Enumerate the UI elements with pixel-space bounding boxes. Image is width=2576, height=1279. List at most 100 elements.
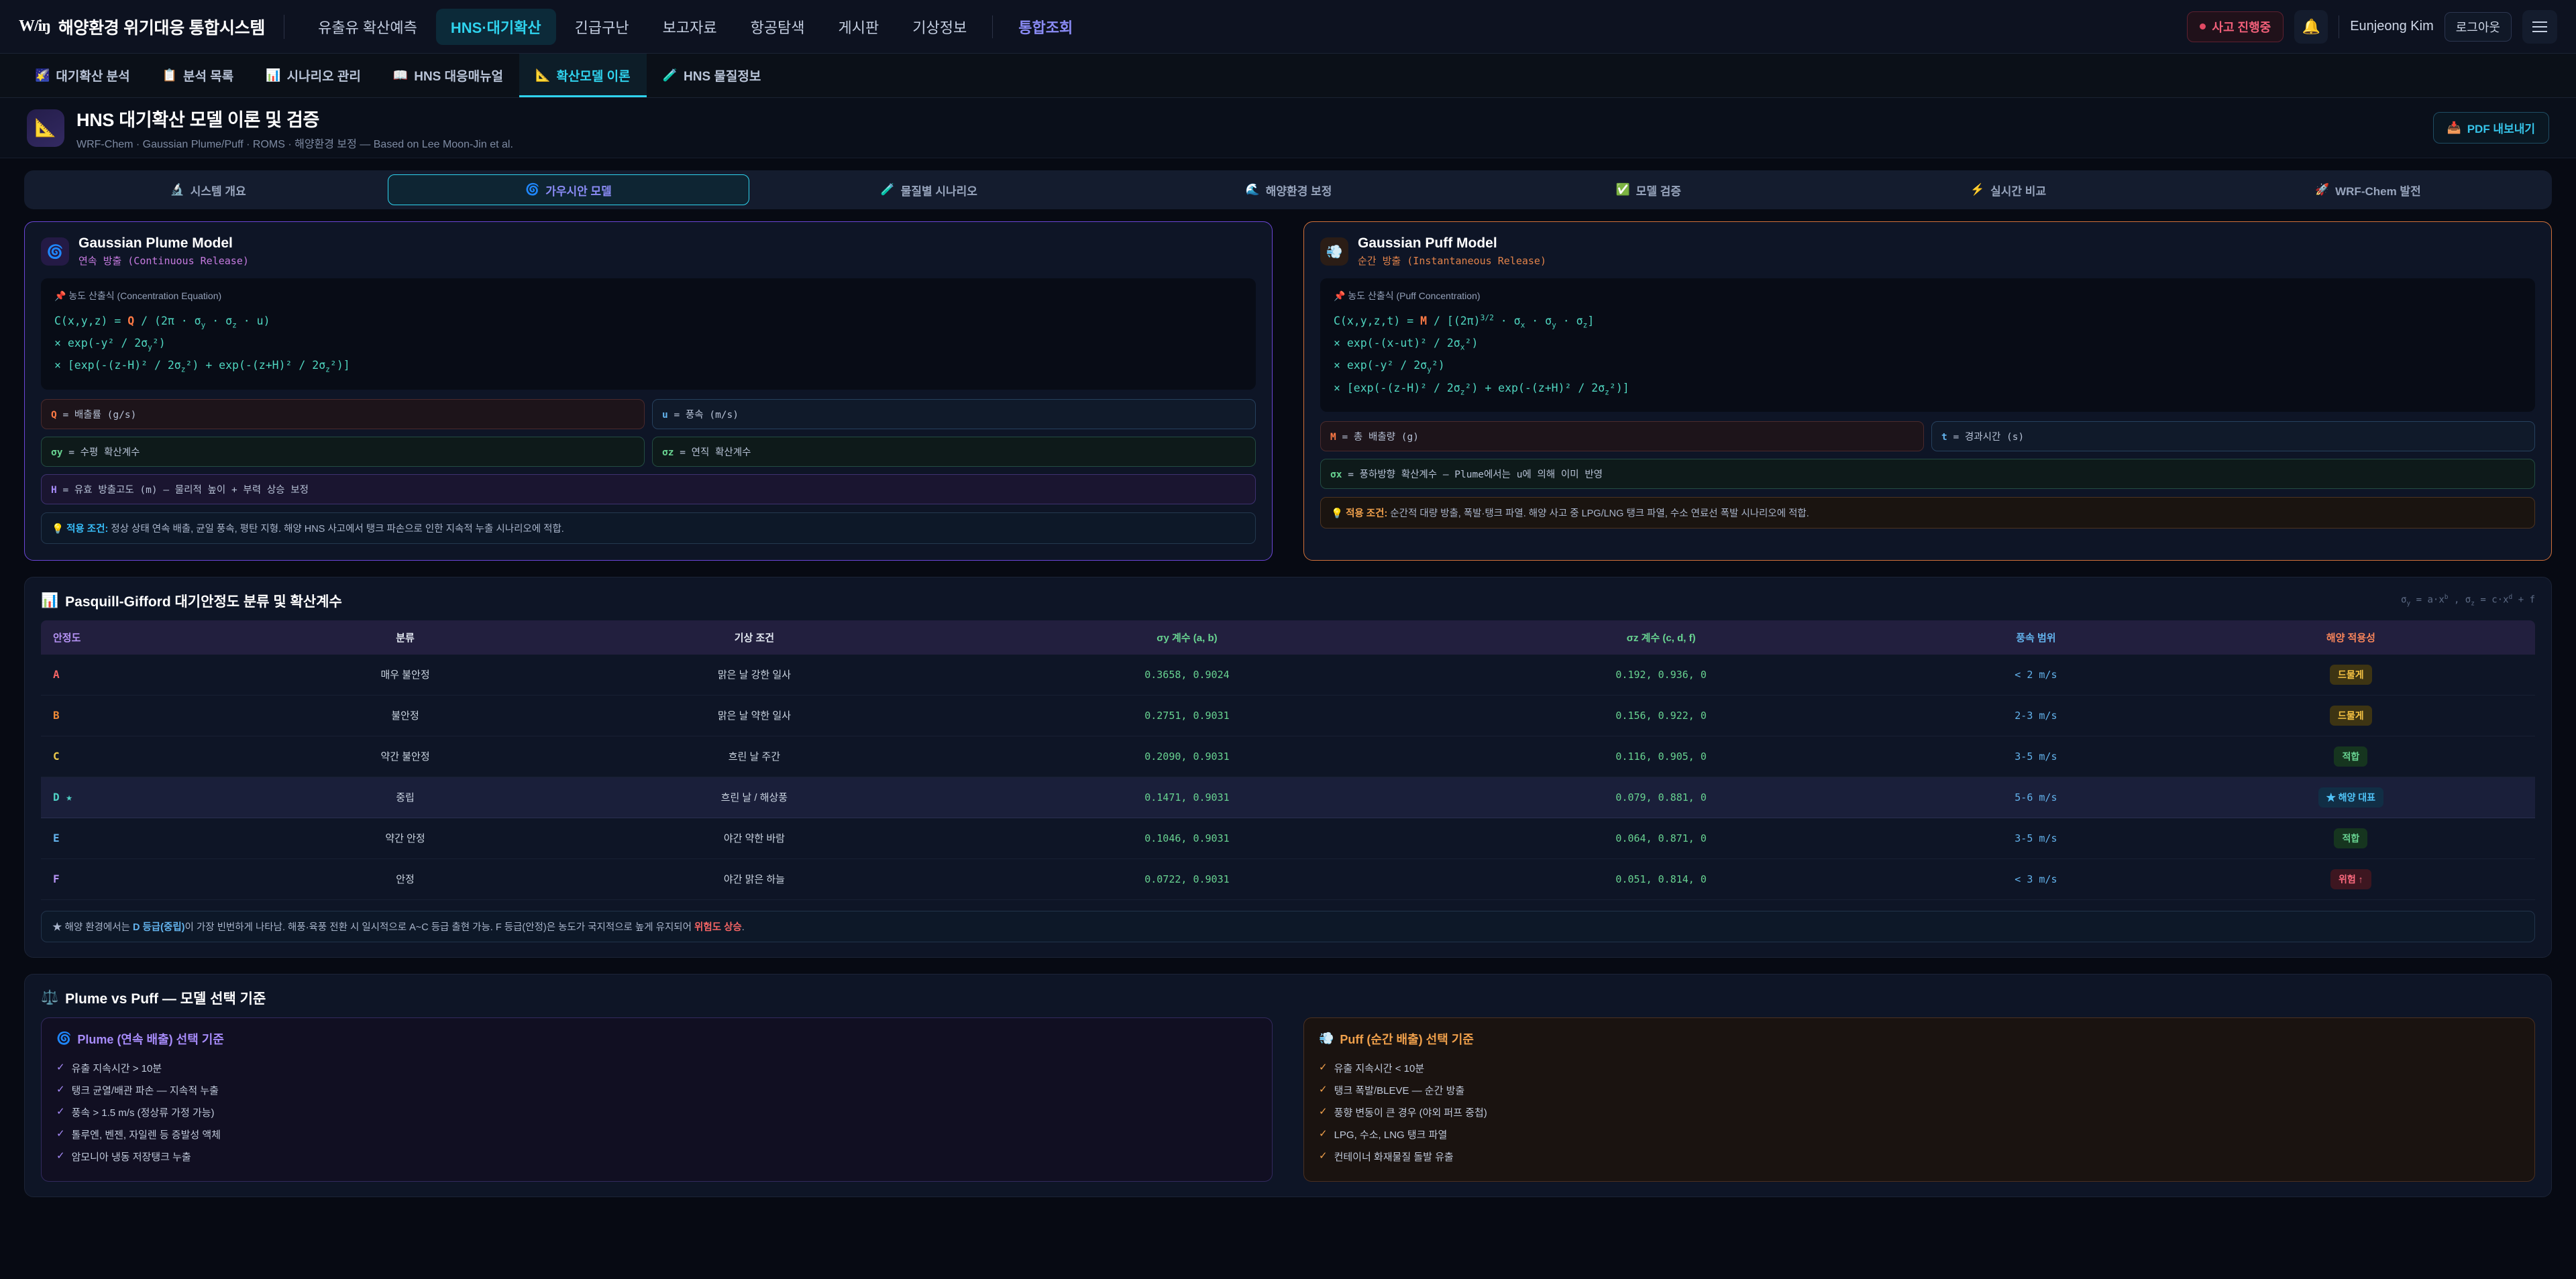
table-row[interactable]: A 매우 불안정 맑은 날 강한 일사 0.3658, 0.9024 0.192… (41, 654, 2535, 696)
item-text: 풍향 변동이 큰 경우 (야외 퍼프 중첩) (1334, 1107, 1487, 1119)
main-nav: 유출유 확산예측 HNS·대기확산 긴급구난 보고자료 항공탐색 게시판 기상정… (303, 8, 1087, 45)
cell-class: 약간 안정 (258, 818, 552, 859)
test-tube-icon: 🧪 (662, 68, 678, 82)
note-label: 💡 적용 조건: (52, 523, 109, 535)
cell-badge: 적합 (2166, 736, 2535, 777)
user-name: Eunjeong Kim (2350, 19, 2434, 34)
plume-card-header: 🌀 Gaussian Plume Model 연속 방출 (Continuous… (41, 235, 1256, 268)
plume-criteria-label: Plume (연속 배출) 선택 기준 (77, 1032, 224, 1046)
cell-wind: 3-5 m/s (1905, 818, 2167, 859)
param-sigma-y: σy = 수평 확산계수 (41, 436, 645, 467)
plume-titles: Gaussian Plume Model 연속 방출 (Continuous R… (78, 235, 249, 268)
param-text: = 연직 확산계수 (680, 447, 751, 458)
table-row[interactable]: C 약간 불안정 흐린 날 주간 0.2090, 0.9031 0.116, 0… (41, 736, 2535, 777)
cell-class: 매우 불안정 (258, 654, 552, 696)
cell-class: 안정 (258, 858, 552, 900)
param-sigma-z: σz = 연직 확산계수 (652, 436, 1256, 467)
tab-substance-scenario[interactable]: 🧪 물질별 시나리오 (749, 174, 1109, 205)
table-row[interactable]: B 불안정 맑은 날 약한 일사 0.2751, 0.9031 0.156, 0… (41, 695, 2535, 736)
cell-grade: D ★ (41, 777, 259, 818)
nav-item-weather[interactable]: 기상정보 (912, 19, 967, 36)
cell-class: 약간 불안정 (258, 736, 552, 777)
col-sigma-y: σy 계수 (a, b) (957, 620, 1417, 655)
cell-sigma-y: 0.0722, 0.9031 (957, 858, 1417, 900)
table-row[interactable]: D ★ 중립 흐린 날 / 해상풍 0.1471, 0.9031 0.079, … (41, 777, 2535, 818)
subnav-item-scenario-management[interactable]: 📊 시나리오 관리 (250, 54, 377, 97)
table-head: 안정도 분류 기상 조건 σy 계수 (a, b) σz 계수 (c, d, f… (41, 620, 2535, 655)
compare-grid: 🌀 Plume (연속 배출) 선택 기준 ✓ 유출 지속시간 > 10분 ✓ 탱크… (41, 1017, 2535, 1182)
subnav-item-dispersion-theory[interactable]: 📐 확산모델 이론 (519, 54, 647, 97)
table-panel-title: 📊 Pasquill-Gifford 대기안정도 분류 및 확산계수 (41, 591, 342, 611)
footnote-pre: ★ 해양 환경에서는 (52, 922, 133, 933)
incident-status-badge[interactable]: 사고 진행중 (2187, 11, 2284, 42)
tab-gaussian-model[interactable]: 🌀 가우시안 모델 (388, 174, 749, 205)
tab-marine-correction[interactable]: 🌊 해양환경 보정 (1109, 174, 1468, 205)
cell-sigma-z: 0.156, 0.922, 0 (1417, 695, 1906, 736)
cell-sigma-y: 0.1046, 0.9031 (957, 818, 1417, 859)
incident-status-label: 사고 진행중 (2212, 20, 2271, 34)
param-sigma-x: σx = 풍하방향 확산계수 — Plume에서는 u에 의해 이미 반영 (1320, 458, 2535, 489)
puff-subtitle: 순간 방출 (Instantaneous Release) (1358, 255, 1546, 267)
cell-weather: 흐린 날 주간 (551, 736, 957, 777)
check-icon: ✓ (56, 1127, 65, 1139)
list-item: ✓ 컨테이너 화재물질 돌발 유출 (1319, 1146, 2520, 1168)
subnav-item-analysis-list[interactable]: 📋 분석 목록 (146, 54, 250, 97)
list-item: ✓ 풍속 > 1.5 m/s (정상류 가정 가능) (56, 1101, 1257, 1123)
list-item: ✓ 유출 지속시간 > 10분 (56, 1057, 1257, 1079)
nav-item-board[interactable]: 게시판 (838, 19, 879, 36)
gaussian-puff-card: 💨 Gaussian Puff Model 순간 방출 (Instantaneo… (1303, 221, 2552, 561)
nav-item-emergency-rescue[interactable]: 긴급구난 (574, 19, 629, 36)
tab-label: 해양환경 보정 (1265, 184, 1332, 198)
subnav-item-hns-manual[interactable]: 📖 HNS 대응매뉴얼 (377, 54, 519, 97)
nav-item-oil-spill[interactable]: 유출유 확산예측 (318, 19, 417, 36)
table-row[interactable]: F 안정 야간 맑은 하늘 0.0722, 0.9031 0.051, 0.81… (41, 858, 2535, 900)
item-text: 컨테이너 화재물질 돌발 유출 (1334, 1151, 1454, 1163)
param-Q: Q = 배출률 (g/s) (41, 398, 645, 429)
logout-button[interactable]: 로그아웃 (2444, 11, 2512, 42)
footnote-highlight-d: D 등급(중립) (132, 922, 185, 933)
note-label: 💡 적용 조건: (1331, 508, 1388, 519)
cell-wind: < 3 m/s (1905, 858, 2167, 900)
tab-model-validation[interactable]: ✅ 모델 검증 (1468, 174, 1828, 205)
download-icon: 📥 (2447, 121, 2461, 134)
menu-icon[interactable] (2522, 9, 2557, 44)
nav-item-integrated-search[interactable]: 통합조회 (1018, 19, 1073, 36)
nav-item-hns-dispersion[interactable]: HNS·대기확산 (435, 8, 556, 45)
item-text: 탱크 폭발/BLEVE — 순간 방출 (1334, 1085, 1465, 1097)
cell-weather: 야간 약한 바람 (551, 818, 957, 859)
param-symbol: u (662, 409, 668, 421)
table-row[interactable]: E 약간 안정 야간 약한 바람 0.1046, 0.9031 0.064, 0… (41, 818, 2535, 859)
subnav-item-dispersion-analysis[interactable]: 🌠 대기확산 분석 (19, 54, 146, 97)
stability-table: 안정도 분류 기상 조건 σy 계수 (a, b) σz 계수 (c, d, f… (41, 620, 2535, 900)
param-text: = 풍속 (m/s) (674, 409, 739, 421)
check-icon: ✓ (1319, 1061, 1328, 1073)
tab-system-overview[interactable]: 🔬 시스템 개요 (28, 174, 388, 205)
brand[interactable]: W/iŋ 해양환경 위기대응 통합시스템 (19, 15, 284, 39)
nav-item-reports[interactable]: 보고자료 (662, 19, 717, 36)
cyclone-icon: 🌀 (525, 183, 540, 196)
puff-equation-line-4: × [exp(-(z-H)² / 2σz²) + exp(-(z+H)² / 2… (1334, 381, 1629, 396)
puff-titles: Gaussian Puff Model 순간 방출 (Instantaneous… (1358, 235, 1546, 268)
param-symbol: σx (1330, 469, 1342, 480)
param-text: = 총 배출량 (g) (1342, 431, 1419, 443)
cell-sigma-z: 0.192, 0.936, 0 (1417, 654, 1906, 696)
puff-equation-label: 📌 농도 산출식 (Puff Concentration) (1334, 290, 1481, 301)
logo-icon: W/iŋ (19, 17, 51, 35)
page-title-block: HNS 대기확산 모델 이론 및 검증 WRF-Chem · Gaussian … (76, 105, 513, 151)
cell-sigma-y: 0.1471, 0.9031 (957, 777, 1417, 818)
param-symbol: M (1330, 431, 1336, 443)
check-icon: ✓ (56, 1150, 65, 1162)
note-text: 정상 상태 연속 배출, 균일 풍속, 평탄 지형. 해양 HNS 사고에서 탱… (108, 523, 564, 535)
plume-equation-line-3: × [exp(-(z-H)² / 2σz²) + exp(-(z+H)² / 2… (54, 359, 350, 374)
tab-wrf-chem-roadmap[interactable]: 🚀 WRF-Chem 발전 (2188, 174, 2548, 205)
cell-sigma-y: 0.2751, 0.9031 (957, 695, 1417, 736)
status-badge: 적합 (2334, 828, 2368, 848)
tab-realtime-compare[interactable]: ⚡ 실시간 비교 (1828, 174, 2188, 205)
tab-label: 모델 검증 (1635, 184, 1681, 198)
notification-bell-icon[interactable]: 🔔 (2294, 9, 2328, 44)
nav-item-aerial-search[interactable]: 항공탐색 (750, 19, 805, 36)
subnav-item-hns-substance-info[interactable]: 🧪 HNS 물질정보 (647, 54, 777, 97)
plume-title: Gaussian Plume Model (78, 235, 233, 251)
export-pdf-button[interactable]: 📥 PDF 내보내기 (2432, 112, 2549, 144)
triangle-ruler-icon: 📐 (535, 68, 551, 82)
